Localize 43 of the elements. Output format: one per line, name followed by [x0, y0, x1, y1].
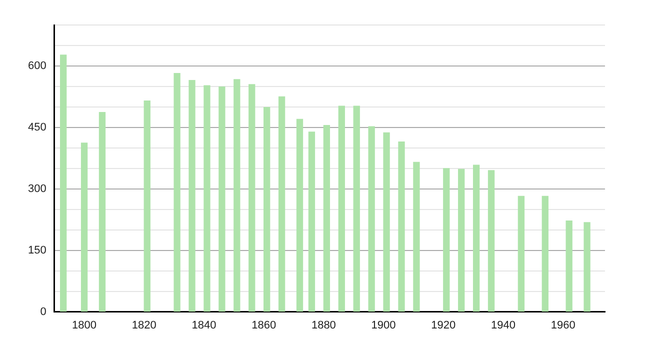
bar: [264, 107, 270, 312]
x-tick-label: 1860: [252, 319, 276, 332]
bar: [566, 220, 572, 312]
bar: [248, 84, 256, 312]
bar: [542, 196, 548, 312]
y-tick-label: 300: [28, 182, 46, 195]
x-tick-label: 1800: [72, 319, 97, 332]
bar: [204, 85, 210, 312]
bar: [458, 168, 465, 312]
x-tick-label: 1840: [192, 319, 216, 332]
bar: [323, 125, 330, 312]
x-tick-label: 1920: [431, 319, 456, 332]
x-tick-label: 1880: [311, 319, 336, 332]
bar: [383, 132, 390, 312]
bar: [338, 106, 345, 312]
bar: [413, 162, 420, 312]
bar: [368, 126, 375, 312]
bar: [218, 86, 226, 312]
bar: [188, 80, 196, 312]
bar: [398, 141, 405, 312]
x-tick-label: 1820: [132, 319, 156, 332]
x-tick-label: 1900: [371, 319, 396, 332]
x-tick-label: 1940: [491, 319, 516, 332]
y-tick-label: 0: [40, 306, 46, 318]
bar: [518, 196, 525, 312]
y-tick-label: 600: [28, 60, 46, 72]
bar: [80, 142, 88, 312]
x-tick-label: 1960: [550, 319, 576, 332]
bar: [584, 222, 590, 312]
bar: [472, 164, 480, 312]
bar: [443, 168, 450, 312]
y-tick-label: 450: [28, 121, 46, 134]
bar: [353, 106, 360, 312]
bar: [234, 79, 240, 312]
bar: [488, 170, 495, 312]
bar: [144, 100, 150, 312]
bar: [278, 96, 286, 312]
bar: [308, 132, 316, 312]
bar: [174, 73, 180, 312]
y-tick-label: 150: [28, 244, 46, 256]
bar: [296, 118, 304, 312]
bar: [98, 112, 106, 312]
bar: [60, 54, 67, 312]
